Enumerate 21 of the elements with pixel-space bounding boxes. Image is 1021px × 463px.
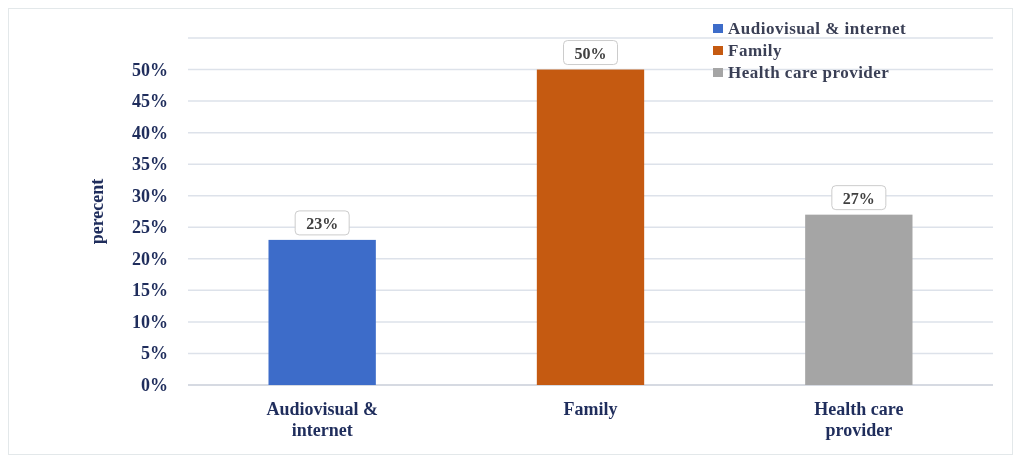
y-tick-label: 10%	[132, 311, 168, 332]
data-label: 23%	[306, 214, 339, 232]
y-tick-label: 0%	[141, 375, 168, 395]
legend-label: Audiovisual & internet	[728, 19, 907, 38]
data-label: 27%	[842, 189, 875, 207]
y-tick-label: 5%	[141, 343, 168, 364]
y-tick-label: 40%	[132, 122, 168, 143]
y-tick-label: 50%	[132, 59, 168, 80]
x-tick-label: Family	[563, 399, 618, 419]
data-label: 50%	[574, 44, 607, 62]
x-tick-label: Audiovisual & internet	[266, 399, 378, 440]
y-tick-label: 45%	[132, 91, 168, 112]
y-tick-label: 20%	[132, 248, 168, 269]
legend-label: Family	[728, 41, 782, 60]
x-tick-label: Health care provider	[814, 399, 904, 440]
legend-label: Health care provider	[728, 63, 890, 82]
y-tick-label: 15%	[132, 280, 168, 301]
y-axis-title: perecent	[87, 178, 107, 245]
y-tick-label: 30%	[132, 185, 168, 206]
y-tick-label: 35%	[132, 154, 168, 175]
y-tick-label: 25%	[132, 217, 168, 238]
